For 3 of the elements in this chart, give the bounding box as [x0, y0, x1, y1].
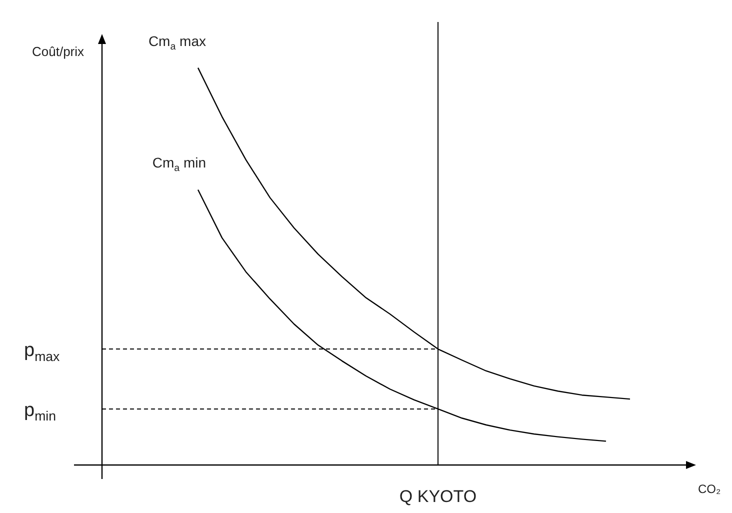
y-axis-title: Coût/prix: [32, 44, 85, 59]
text: Q KYOTO: [399, 487, 477, 506]
x-axis-title: CO₂: [698, 482, 721, 496]
